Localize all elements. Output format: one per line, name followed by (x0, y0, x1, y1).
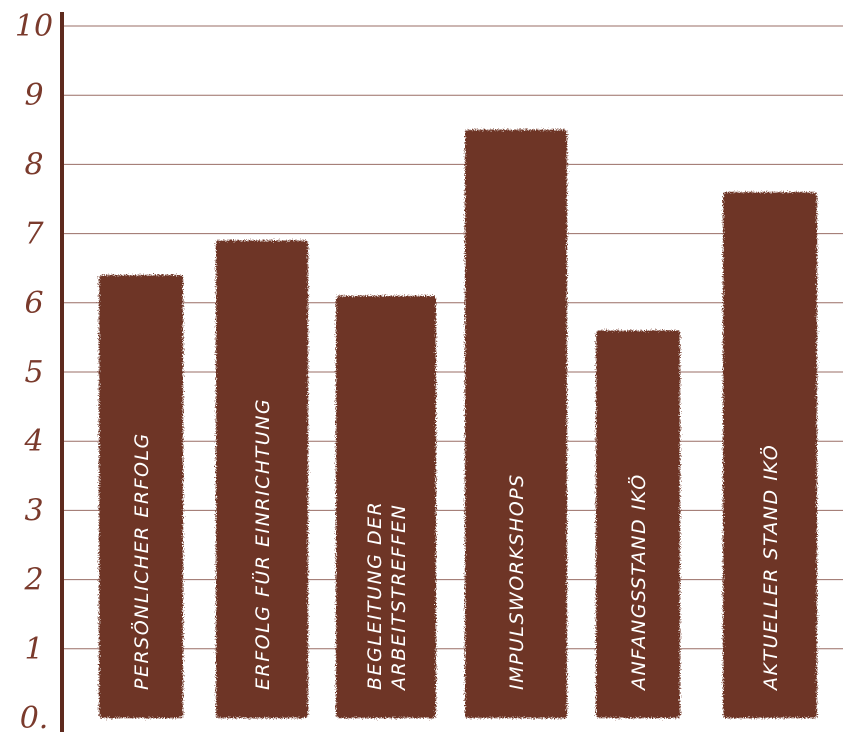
bar-labels: PERSÖNLICHER ERFOLG ERFOLG FÜR EINRICHTUN… (130, 398, 782, 692)
bar-label: ANFANGSSTAND IKÖ (627, 473, 650, 692)
y-tick-label: 6 (24, 286, 43, 321)
y-tick-label: 5 (24, 355, 43, 390)
bar-label-line: AKTUELLER STAND IKÖ (759, 444, 782, 692)
y-tick-label: 1 (24, 632, 43, 667)
bar-label-line: PERSÖNLICHER ERFOLG (130, 432, 153, 690)
bar-label-line: ERFOLG FÜR EINRICHTUNG (251, 398, 274, 690)
bars (99, 129, 817, 719)
y-tick-label: 7 (24, 217, 44, 252)
y-tick-label: 3 (24, 493, 43, 528)
bar-label-line: ANFANGSSTAND IKÖ (627, 473, 650, 692)
y-tick-label: 0. (20, 701, 49, 732)
bar-label: PERSÖNLICHER ERFOLG (130, 432, 153, 690)
y-tick-label: 9 (24, 78, 43, 113)
bar (596, 330, 680, 718)
y-tick-label: 4 (23, 424, 43, 459)
y-tick-label: 2 (23, 563, 43, 598)
bar-label-line: IMPULSWORKSHOPS (506, 473, 528, 690)
bar-label-line: ARBEITSTREFFEN (388, 504, 410, 692)
bar (216, 240, 308, 718)
bar-label: BEGLEITUNG DER ARBEITSTREFFEN (364, 501, 410, 692)
y-tick-label: 8 (24, 147, 43, 182)
bar (465, 129, 567, 719)
bar-label: IMPULSWORKSHOPS (506, 473, 528, 690)
gridlines (62, 25, 843, 650)
bar-label: AKTUELLER STAND IKÖ (759, 444, 782, 692)
bar-label: ERFOLG FÜR EINRICHTUNG (251, 398, 274, 690)
bar-label-line: BEGLEITUNG DER (364, 501, 386, 690)
bar (723, 192, 817, 718)
y-tick-labels: 0. 1 2 3 4 5 6 7 8 9 10 (15, 9, 53, 732)
bar (99, 275, 183, 718)
bar (336, 295, 436, 718)
y-tick-label: 10 (15, 9, 53, 44)
